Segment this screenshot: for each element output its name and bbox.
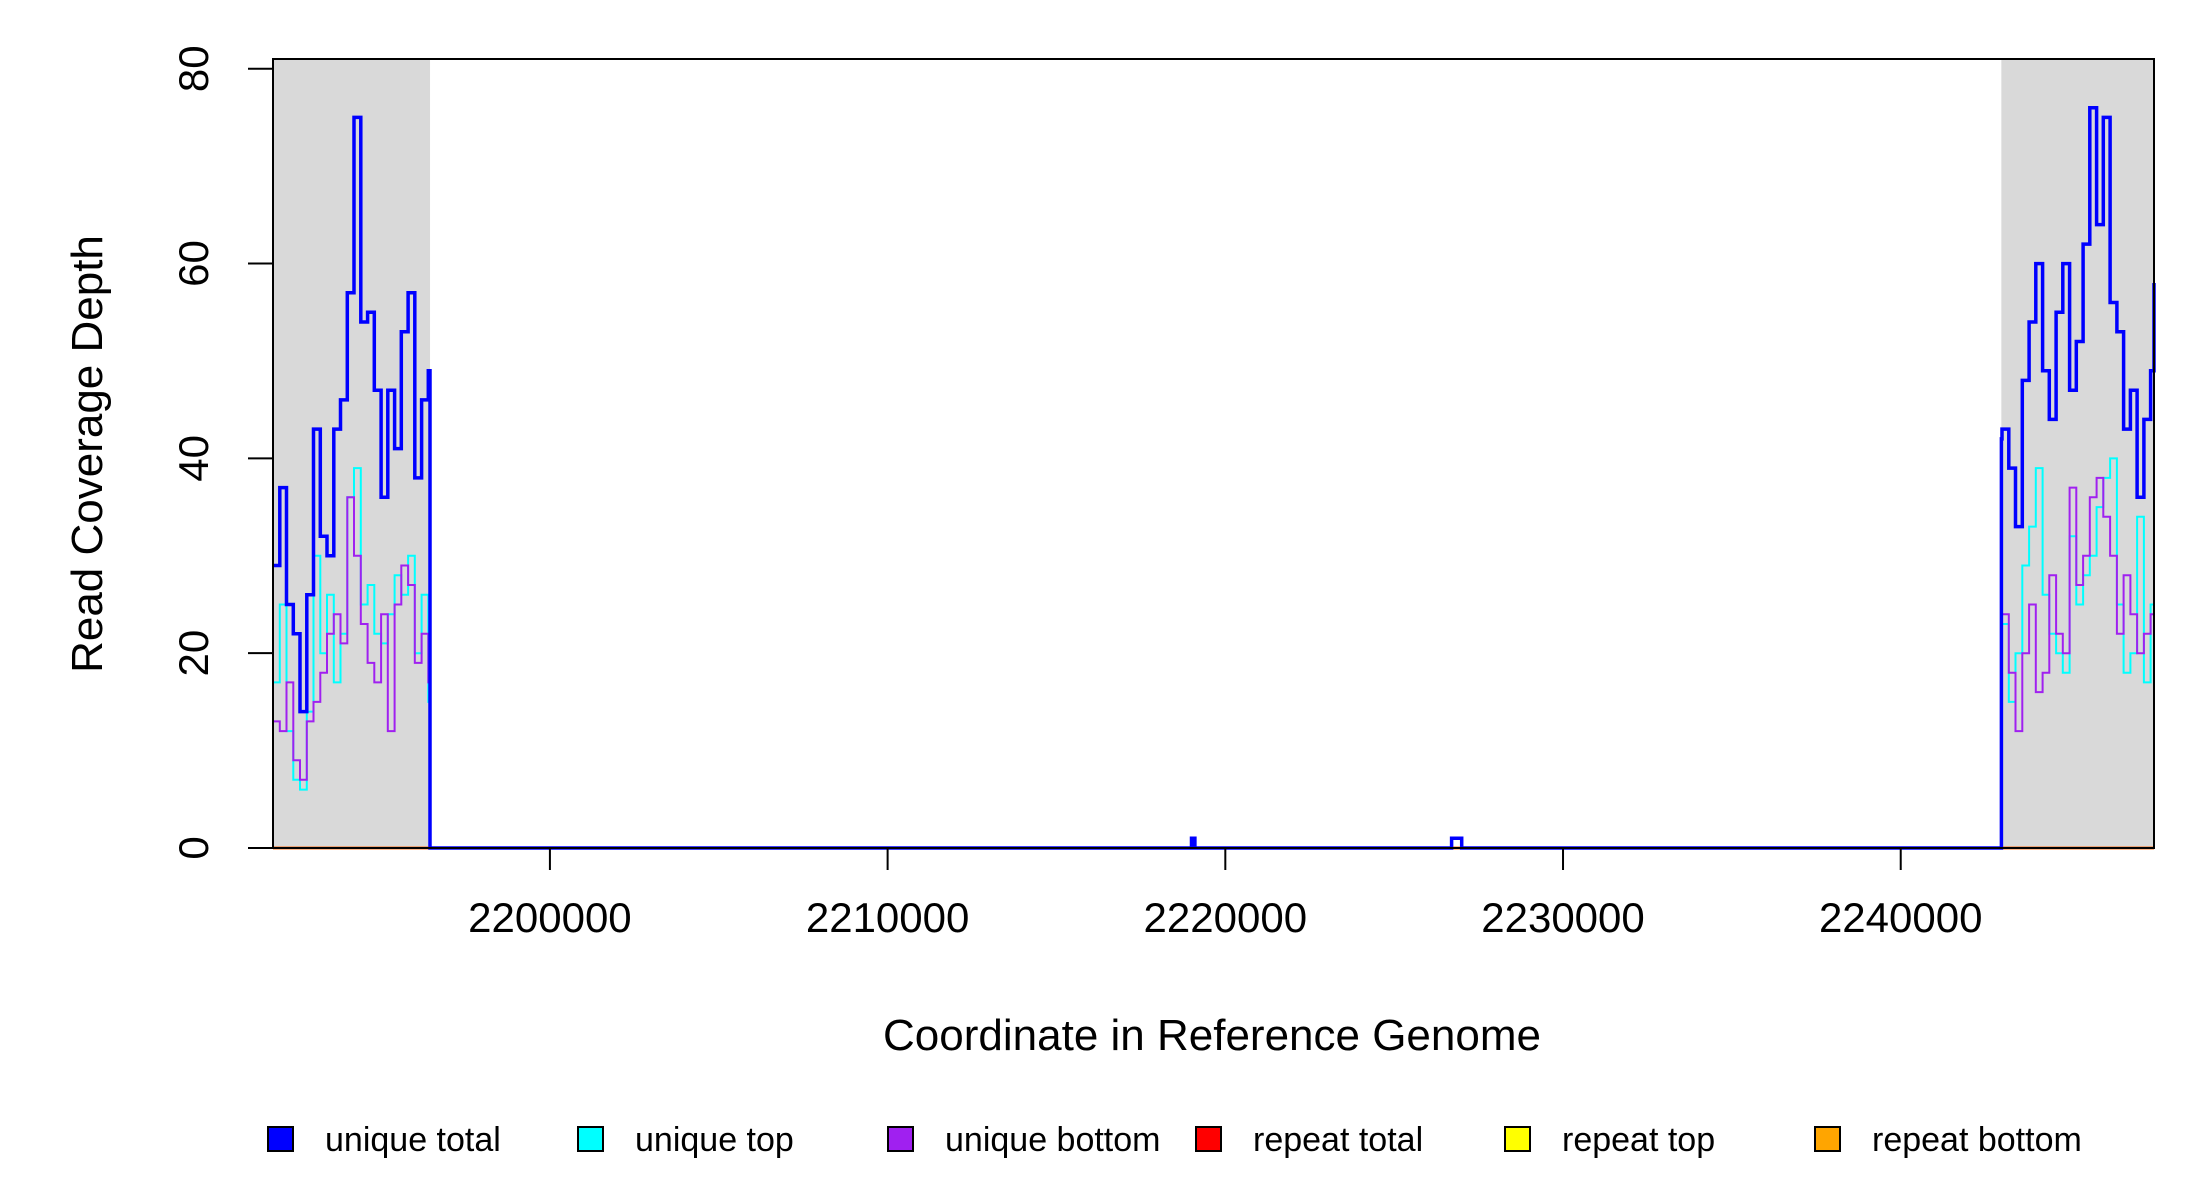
- legend-label: repeat bottom: [1872, 1121, 2082, 1159]
- legend-item-repeat-total: repeat total: [1195, 1121, 1423, 1159]
- series-unique-bottom: [273, 476, 2155, 849]
- legend-swatch: [1814, 1126, 1841, 1152]
- x-tick-label: 2240000: [1819, 894, 1983, 941]
- x-tick-label: 2210000: [806, 894, 970, 941]
- legend-item-unique-bottom: unique bottom: [887, 1121, 1161, 1159]
- legend-swatch: [267, 1126, 294, 1152]
- shaded-region-1: [273, 59, 431, 848]
- series-unique-total: [273, 105, 2156, 850]
- legend-swatch: [887, 1126, 914, 1152]
- x-tick-label: 2220000: [1144, 894, 1308, 941]
- y-axis-title: Read Coverage Depth: [63, 235, 112, 673]
- legend-swatch: [1195, 1126, 1222, 1152]
- plot-frame: [272, 58, 2155, 849]
- y-tick-label: 80: [170, 45, 217, 92]
- shaded-regions: [273, 59, 2154, 848]
- legend-item-unique-top: unique top: [577, 1121, 794, 1159]
- legend-item-unique-total: unique total: [267, 1121, 501, 1159]
- y-tick-label: 60: [170, 240, 217, 287]
- legend-label: unique total: [325, 1121, 501, 1159]
- legend-swatch: [1504, 1126, 1531, 1152]
- legend-label: repeat total: [1253, 1121, 1423, 1159]
- series-unique-top: [273, 457, 2155, 849]
- y-tick-label: 20: [170, 630, 217, 677]
- y-tick-label: 0: [170, 836, 217, 859]
- y-tick-label: 40: [170, 435, 217, 482]
- x-axis: 2200000 2210000 2220000 2230000 2240000: [468, 848, 1982, 941]
- legend: unique total unique top unique bottom repea…: [267, 1121, 2082, 1159]
- x-tick-label: 2230000: [1481, 894, 1645, 941]
- x-axis-title: Coordinate in Reference Genome: [883, 1011, 1541, 1060]
- legend-label: unique top: [635, 1121, 794, 1159]
- shaded-region-2: [2001, 59, 2154, 848]
- legend-label: unique bottom: [945, 1121, 1161, 1159]
- x-tick-label: 2200000: [468, 894, 632, 941]
- y-axis: 0 20 40 60 80: [170, 45, 273, 860]
- legend-item-repeat-bottom: repeat bottom: [1814, 1121, 2082, 1159]
- legend-label: repeat top: [1562, 1121, 1715, 1159]
- legend-item-repeat-top: repeat top: [1504, 1121, 1715, 1159]
- legend-swatch: [577, 1126, 604, 1152]
- series-layer: [273, 105, 2156, 850]
